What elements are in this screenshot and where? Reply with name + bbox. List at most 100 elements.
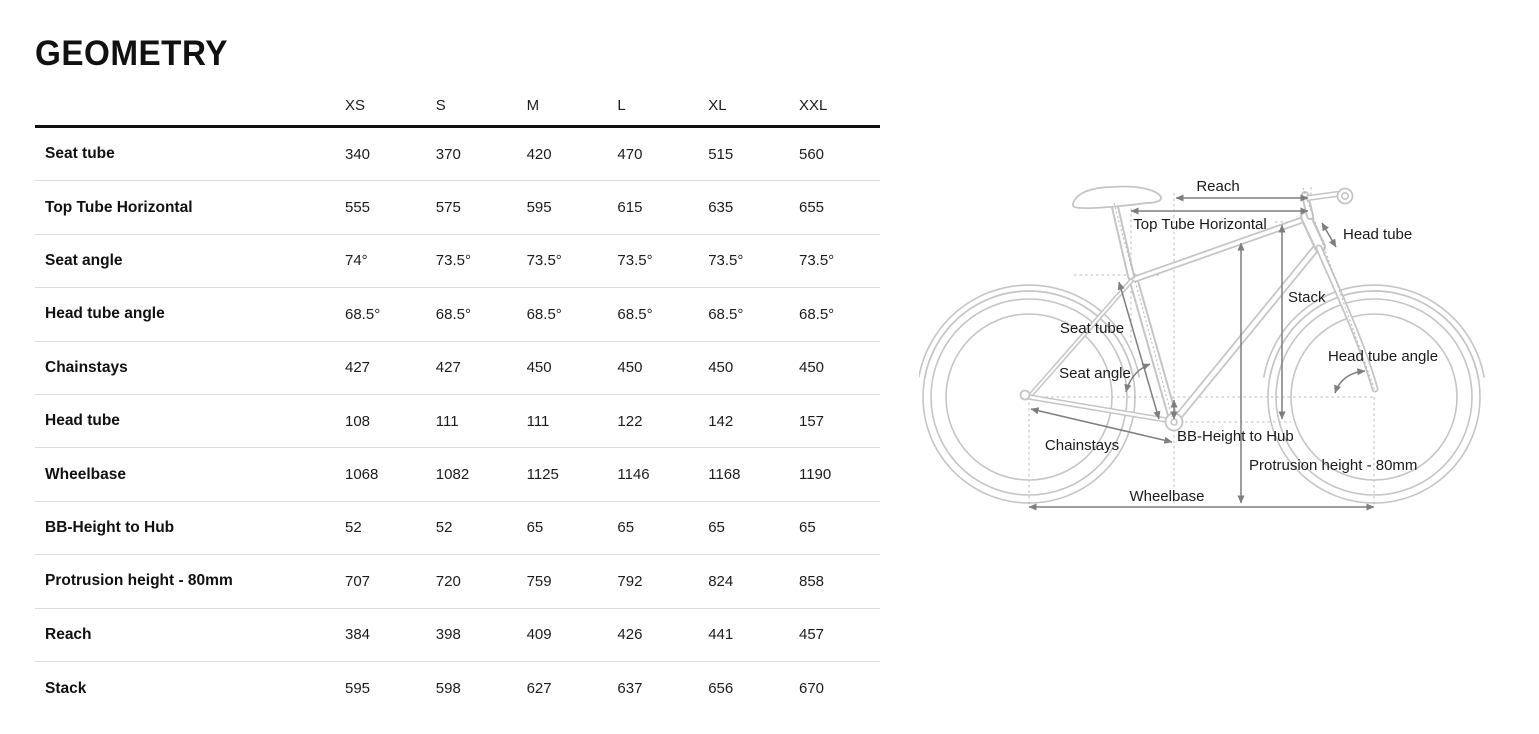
diagram-label-seat-angle: Seat angle: [1059, 365, 1131, 382]
table-cell: 470: [617, 145, 643, 163]
table-cell: 1068: [345, 466, 379, 484]
bike-geometry-diagram: Reach Top Tube Horizontal Head tube Stac…: [919, 178, 1486, 511]
saddle-icon: [1071, 185, 1162, 210]
table-cell: 111: [435, 412, 459, 430]
diagram-label-protrusion-height: Protrusion height - 80mm: [1249, 457, 1417, 474]
table-row-reach: Reach 384 398 409 426 441 457: [35, 609, 880, 662]
row-label: Wheelbase: [45, 465, 126, 483]
table-cell: 73.5°: [798, 252, 835, 270]
diagram-label-chainstays: Chainstays: [1045, 437, 1119, 454]
table-cell: 73.5°: [435, 252, 471, 270]
table-cell: 792: [617, 572, 643, 590]
table-cell: 759: [526, 572, 552, 590]
seat-angle-arc: [1124, 363, 1151, 393]
table-cell: 68.5°: [345, 305, 381, 323]
page-title: GEOMETRY: [35, 34, 228, 73]
table-row-head-tube-angle: Head tube angle 68.5° 68.5° 68.5° 68.5° …: [35, 288, 880, 342]
table-cell: 515: [708, 145, 734, 163]
table-cell: 720: [435, 572, 461, 590]
row-label: Chainstays: [45, 358, 128, 376]
table-header-row: XS S M L XL XXL: [35, 86, 880, 128]
table-cell: 427: [345, 359, 371, 377]
chainstays-arrow: [1030, 407, 1173, 444]
table-cell: 656: [708, 680, 734, 698]
table-cell: 441: [708, 626, 734, 644]
table-cell: 427: [435, 359, 461, 377]
table-row-top-tube-horizontal: Top Tube Horizontal 555 575 595 615 635 …: [35, 181, 880, 235]
seat-tube-arrow: [1117, 281, 1161, 420]
table-cell: 615: [617, 199, 643, 217]
table-cell: 73.5°: [526, 252, 562, 270]
column-header-l: L: [617, 97, 626, 114]
column-header-xs: XS: [345, 97, 366, 114]
table-cell: 398: [435, 626, 461, 644]
table-cell: 65: [708, 519, 725, 537]
diagram-label-head-tube-angle: Head tube angle: [1328, 348, 1438, 365]
table-cell: 74°: [345, 252, 368, 270]
row-label: Reach: [45, 625, 92, 643]
table-cell: 655: [798, 199, 825, 217]
table-cell: 555: [345, 199, 371, 217]
table-cell: 68.5°: [708, 305, 744, 323]
table-cell: 142: [708, 412, 734, 430]
table-cell: 858: [798, 572, 825, 590]
table-cell: 52: [345, 519, 362, 537]
table-cell: 1125: [526, 466, 559, 484]
table-cell: 420: [526, 145, 552, 163]
table-cell: 68.5°: [798, 305, 835, 323]
table-cell: 637: [617, 680, 643, 698]
table-cell: 52: [435, 519, 453, 537]
table-row-seat-angle: Seat angle 74° 73.5° 73.5° 73.5° 73.5° 7…: [35, 235, 880, 289]
table-cell: 450: [708, 359, 734, 377]
table-cell: 65: [617, 519, 635, 537]
table-cell: 73.5°: [617, 252, 653, 270]
table-cell: 1168: [708, 466, 741, 484]
table-cell: 73.5°: [708, 252, 744, 270]
row-label: Head tube: [45, 412, 120, 430]
table-cell: 575: [435, 199, 461, 217]
diagram-label-top-tube-horizontal: Top Tube Horizontal: [1133, 216, 1266, 233]
table-cell: 426: [617, 626, 643, 644]
table-cell: 450: [798, 359, 825, 377]
table-cell: 824: [708, 572, 734, 590]
head-tube-angle-arc: [1334, 368, 1366, 394]
row-label: BB-Height to Hub: [45, 518, 175, 536]
diagram-label-reach: Reach: [1196, 178, 1239, 195]
row-label: Stack: [45, 679, 87, 697]
dimension-arrows: [1028, 194, 1375, 511]
table-cell: 340: [345, 145, 371, 163]
table-cell: 595: [526, 199, 552, 217]
column-header-s: S: [435, 97, 446, 114]
table-cell: 111: [526, 412, 550, 430]
diagram-label-head-tube: Head tube: [1343, 226, 1412, 243]
table-cell: 68.5°: [435, 305, 471, 323]
column-header-xl: XL: [708, 97, 727, 114]
table-cell: 595: [345, 680, 371, 698]
table-cell: 707: [345, 572, 371, 590]
table-cell: 450: [617, 359, 643, 377]
table-row-protrusion-height: Protrusion height - 80mm 707 720 759 792…: [35, 555, 880, 609]
table-cell: 670: [798, 680, 825, 698]
table-cell: 560: [798, 145, 825, 163]
geometry-table: XS S M L XL XXL Seat tube 340 370 420 47…: [35, 86, 880, 715]
row-label: Top Tube Horizontal: [45, 198, 193, 216]
table-cell: 370: [435, 145, 461, 163]
table-cell: 157: [798, 412, 825, 430]
diagram-label-bb-height-to-hub: BB-Height to Hub: [1177, 428, 1294, 445]
column-header-m: M: [526, 97, 540, 114]
diagram-label-seat-tube: Seat tube: [1060, 320, 1124, 337]
table-cell: 68.5°: [526, 305, 562, 323]
table-cell: 1146: [617, 466, 650, 484]
head-tube-arrow: [1321, 222, 1337, 248]
table-cell: 598: [435, 680, 461, 698]
row-label: Head tube angle: [45, 305, 165, 323]
table-row-head-tube: Head tube 108 111 111 122 142 157: [35, 395, 880, 449]
table-cell: 65: [798, 519, 816, 537]
row-label: Seat tube: [45, 145, 115, 163]
table-row-stack: Stack 595 598 627 637 656 670: [35, 662, 880, 715]
row-label: Seat angle: [45, 251, 123, 269]
table-row-wheelbase: Wheelbase 1068 1082 1125 1146 1168 1190: [35, 448, 880, 502]
table-cell: 457: [798, 626, 825, 644]
table-row-chainstays: Chainstays 427 427 450 450 450 450: [35, 342, 880, 395]
